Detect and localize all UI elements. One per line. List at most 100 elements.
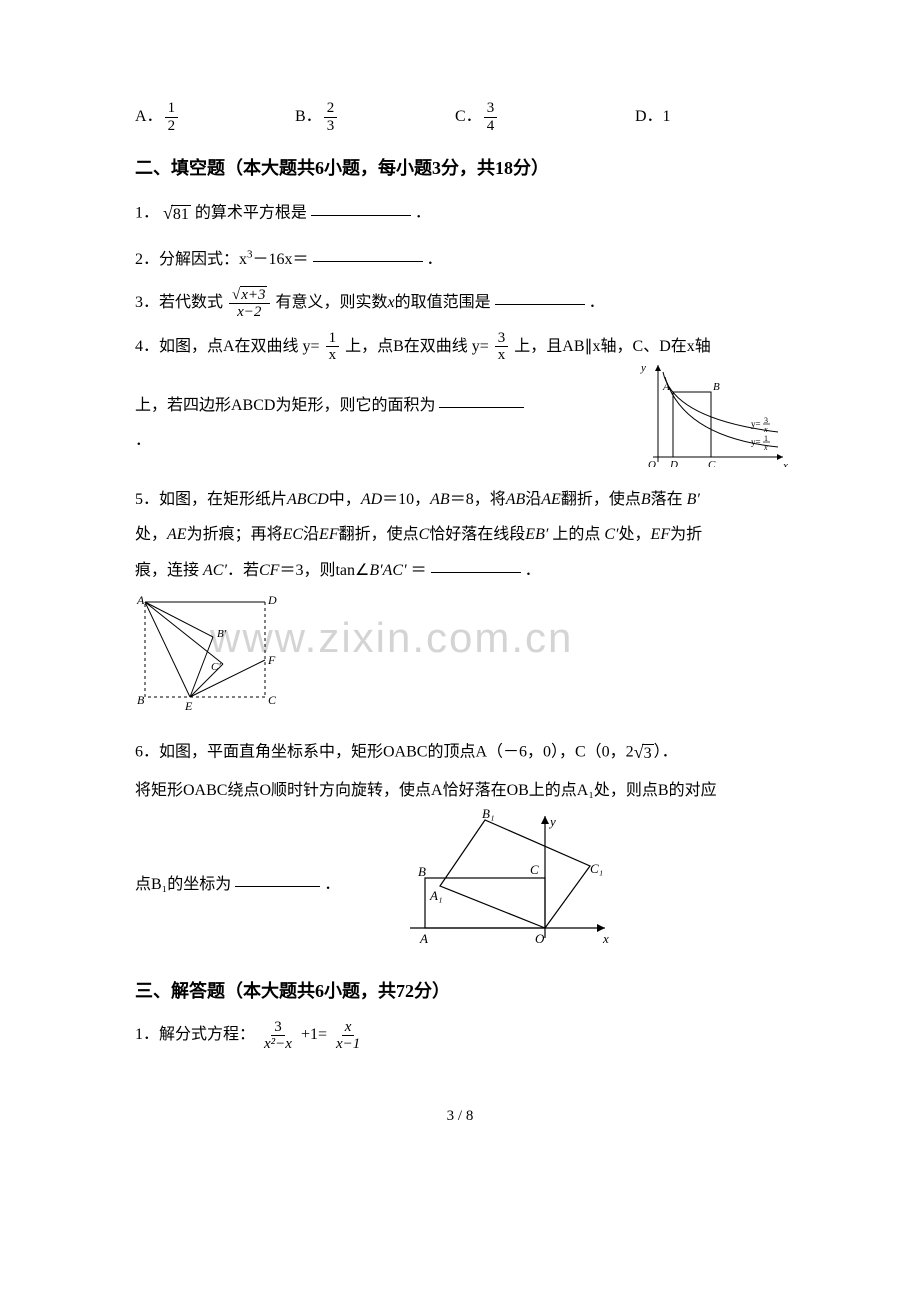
text: 落在 <box>651 491 687 508</box>
svg-text:A: A <box>419 931 428 946</box>
text: 为折 <box>670 526 702 543</box>
text: ＝10， <box>382 491 430 508</box>
section-3-heading: 三、解答题（本大题共6小题，共72分） <box>135 975 785 1007</box>
svg-text:B′: B′ <box>217 628 227 640</box>
frac: √x+3 x−2 <box>229 287 270 321</box>
blank <box>313 260 423 262</box>
option-c: C． 3 4 <box>455 100 635 134</box>
text: 的取值范围是 <box>395 294 491 311</box>
text: 翻折，使点 <box>561 491 641 508</box>
frac-num: 1 <box>326 330 340 348</box>
frac-den: x−2 <box>234 304 264 321</box>
svg-text:D: D <box>267 593 277 607</box>
svg-text:C: C <box>708 459 716 467</box>
frac-num: 2 <box>324 100 338 118</box>
text: ）． <box>654 743 678 760</box>
math: B′ <box>687 491 700 508</box>
text: 上，点B在双曲线 y= <box>345 338 489 355</box>
text: 为折痕；再将 <box>187 526 283 543</box>
text: ． <box>135 432 151 449</box>
text: 痕，连接 <box>135 562 203 579</box>
svg-text:B: B <box>713 381 720 393</box>
svg-text:1: 1 <box>764 434 768 443</box>
math: C <box>419 526 430 543</box>
q2-5: 5．如图，在矩形纸片ABCD中，AD＝10，AB＝8，将AB沿AE翻折，使点B落… <box>135 482 785 725</box>
svg-text:C: C <box>268 693 277 707</box>
text: 恰好落在线段 <box>429 526 525 543</box>
svg-text:x: x <box>782 460 788 467</box>
svg-text:F: F <box>267 653 276 667</box>
text: 点B₁的坐标为 <box>135 876 231 893</box>
text: 的算术平方根是 <box>195 205 307 222</box>
q2-6-line1: 6．如图，平面直角坐标系中，矩形OABC的顶点A（－6，0），C（0，2√3）． <box>135 733 785 773</box>
frac-den: x <box>326 347 340 364</box>
frac-den: 3 <box>324 118 338 135</box>
svg-text:C′: C′ <box>211 661 221 673</box>
option-b-label: B． <box>295 103 322 132</box>
svg-text:3: 3 <box>764 416 768 425</box>
svg-text:y: y <box>640 362 646 374</box>
svg-text:B: B <box>418 864 426 879</box>
option-a-label: A． <box>135 103 163 132</box>
text: ． <box>525 562 541 579</box>
option-c-label: C． <box>455 103 482 132</box>
option-b: B． 2 3 <box>295 100 455 134</box>
frac-num: √x+3 <box>229 287 270 305</box>
sqrt: √81 <box>163 194 191 234</box>
sqrt-body: 81 <box>171 205 191 223</box>
page-number: 3 / 8 <box>135 1103 785 1130</box>
frac-den: x <box>495 347 509 364</box>
math: AE <box>167 526 187 543</box>
q2-1: 1． √81 的算术平方根是 ． <box>135 194 785 234</box>
svg-text:x: x <box>602 931 609 946</box>
text: +1= <box>301 1026 327 1043</box>
svg-text:B₁: B₁ <box>482 808 494 821</box>
text: ．若 <box>227 562 259 579</box>
text: 1．解分式方程： <box>135 1026 255 1043</box>
svg-text:D: D <box>669 459 678 467</box>
text: －16x＝ <box>253 251 309 268</box>
math: ABCD <box>287 491 329 508</box>
blank <box>235 885 320 887</box>
text: 上，若四边形ABCD为矩形，则它的面积为 <box>135 397 435 414</box>
text: ． <box>324 876 340 893</box>
svg-text:y=: y= <box>751 437 761 447</box>
text: 1． <box>135 205 159 222</box>
svg-text:E: E <box>184 699 193 712</box>
text: 上，且AB∥x轴，C、D在x轴 <box>514 338 710 355</box>
frac: 3 x²−x <box>261 1019 295 1053</box>
option-d-label: D．1 <box>635 103 671 132</box>
math-var: x <box>388 294 395 311</box>
math: AD <box>361 491 382 508</box>
section-2-heading: 二、填空题（本大题共6小题，每小题3分，共18分） <box>135 152 785 184</box>
frac: 3 x <box>495 330 509 364</box>
blank <box>439 406 524 408</box>
option-c-frac: 3 4 <box>484 100 498 134</box>
svg-text:y: y <box>548 814 556 829</box>
frac-den: x−1 <box>333 1036 363 1053</box>
text: ． <box>427 251 443 268</box>
text: ＝8，将 <box>450 491 506 508</box>
q2-5-line2: 处，AE为折痕；再将EC沿EF翻折，使点C恰好落在线段EB′ 上的点 C′处，E… <box>135 517 785 552</box>
frac-den: 2 <box>165 118 179 135</box>
text: 处， <box>619 526 651 543</box>
svg-text:A₁: A₁ <box>429 888 442 903</box>
frac-num: 3 <box>484 100 498 118</box>
svg-text:x: x <box>763 443 768 452</box>
text: ． <box>415 205 431 222</box>
text: 有意义，则实数 <box>276 294 388 311</box>
blank <box>311 214 411 216</box>
q2-6-line2: 将矩形OABC绕点O顺时针方向旋转，使点A恰好落在OB上的点A₁处，则点B的对应 <box>135 773 785 808</box>
math: B′AC′ <box>369 562 406 579</box>
math: EF <box>319 526 339 543</box>
math: AB <box>506 491 526 508</box>
math: AE <box>541 491 561 508</box>
frac-num: x <box>342 1019 355 1037</box>
sqrt-symbol: √ <box>232 287 240 303</box>
figure-hyperbola: y x A B O D C y= 3 x y= 1 x <box>633 357 793 480</box>
text: 4．如图，点A在双曲线 y= <box>135 338 320 355</box>
frac-num: 1 <box>165 100 179 118</box>
svg-text:y=: y= <box>751 419 761 429</box>
text: 处， <box>135 526 167 543</box>
math: EC <box>283 526 303 543</box>
